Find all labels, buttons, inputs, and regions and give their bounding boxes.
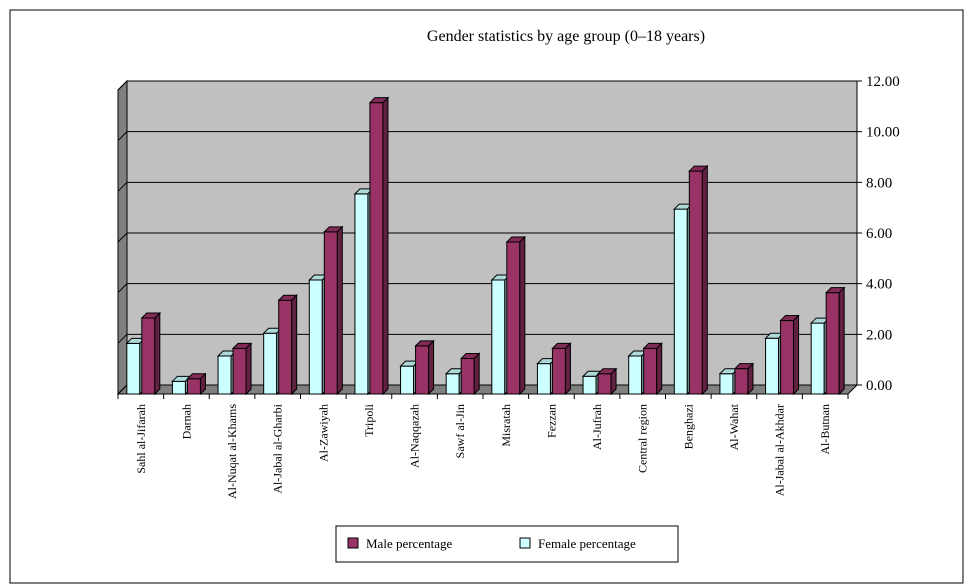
- bar-male: [779, 314, 800, 396]
- x-tick-label: Sawf al-Jin: [453, 404, 467, 458]
- bar-male: [323, 225, 344, 396]
- y-tick-label: 10.00: [866, 125, 900, 141]
- x-tick-label: Benghazi: [681, 403, 695, 449]
- chart-title: Gender statistics by age group (0–18 yea…: [427, 28, 705, 45]
- legend-label: Female percentage: [538, 536, 636, 551]
- y-tick-label: 2.00: [866, 327, 892, 343]
- bar-male: [596, 367, 618, 396]
- x-tick-label: Al-Jufrah: [590, 404, 604, 450]
- gridline: [117, 80, 857, 91]
- bar-male: [368, 96, 390, 396]
- legend: Male percentage Female percentage: [335, 525, 679, 563]
- bar-female: [171, 375, 192, 396]
- gridline: [117, 333, 857, 344]
- x-tick-label: Tripoli: [362, 403, 376, 437]
- x-tick-label: Misratah: [499, 404, 513, 447]
- x-tick-label: Al-Zawiyah: [316, 404, 330, 462]
- x-tick-label: Al-Jabal al-Gharbi: [271, 403, 285, 493]
- x-tick-label: Darnah: [179, 404, 193, 439]
- bar-male: [459, 352, 481, 396]
- legend-swatch: [347, 537, 359, 549]
- bar-male: [231, 342, 253, 396]
- gridline: [117, 131, 857, 142]
- bar-male: [414, 339, 435, 396]
- x-tick-label: Central region: [636, 404, 650, 473]
- legend-swatch: [519, 537, 531, 549]
- plot-area: 0.00 2.00 4.00 6.00 8.00 10.00 12.00 Sahl al-Ji…: [116, 74, 900, 499]
- y-tick-label: 8.00: [866, 175, 892, 191]
- gridline: [117, 232, 857, 243]
- x-tick-label: Al-Jabal al-Akhdar: [773, 404, 787, 496]
- legend-box: [335, 525, 679, 563]
- x-tick-label: Al-Naqqazah: [408, 404, 422, 468]
- x-tick-label: Fezzan: [544, 404, 558, 438]
- x-tick-label: Al-Nuqat al-Khams: [225, 404, 239, 499]
- y-tick-label: 4.00: [866, 277, 892, 293]
- x-tick-label: Al-Wahat: [727, 403, 741, 450]
- gridline: [117, 283, 857, 294]
- bar-male: [186, 372, 207, 396]
- bar-male: [140, 311, 162, 396]
- bar-male: [824, 286, 846, 396]
- x-tick-label: Sahl al-Jifarah: [134, 404, 148, 474]
- legend-label: Male percentage: [366, 536, 452, 551]
- y-tick-label: 6.00: [866, 226, 892, 242]
- y-tick-label: 12.00: [866, 74, 900, 90]
- x-tick-label: Al-Butnan: [818, 404, 832, 455]
- bar-male: [642, 342, 663, 396]
- bar-male: [688, 164, 709, 396]
- bar-male: [551, 342, 572, 396]
- y-tick-label: 0.00: [866, 378, 892, 394]
- bar-male: [277, 294, 298, 396]
- bar-male: [733, 362, 755, 396]
- gridline: [117, 181, 857, 192]
- bar-male: [505, 235, 527, 396]
